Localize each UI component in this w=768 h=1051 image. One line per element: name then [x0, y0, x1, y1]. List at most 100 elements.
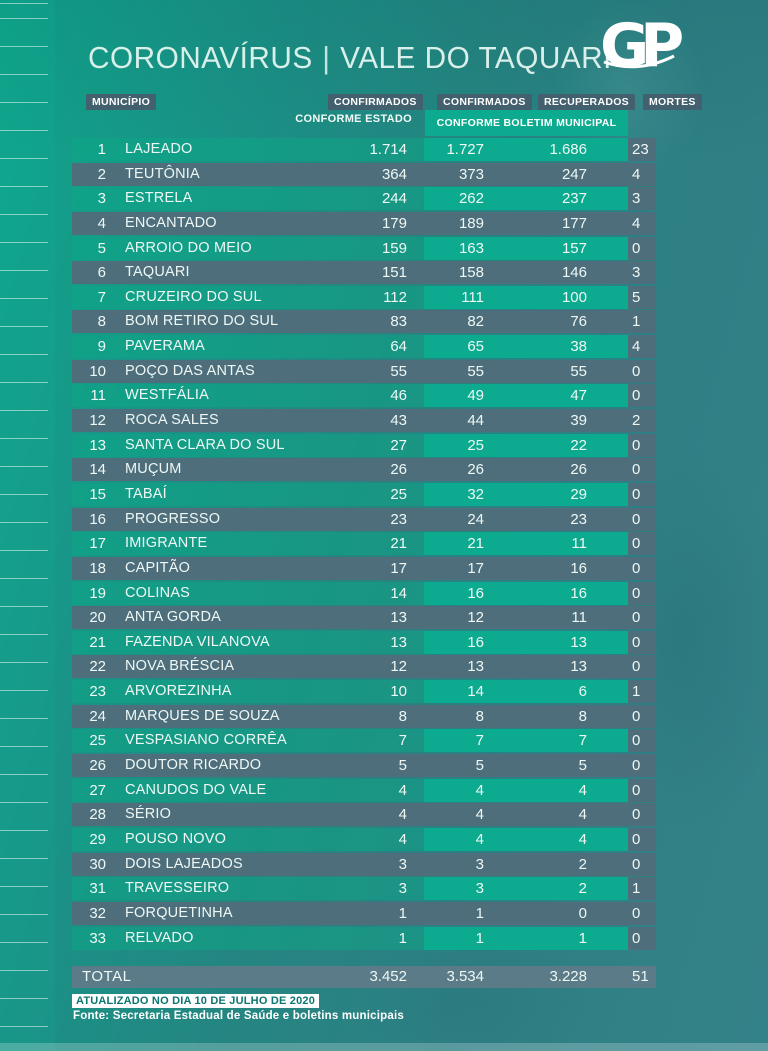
row-band-boletim [424, 655, 628, 679]
table-row: 13 SANTA CLARA DO SUL 27 25 22 0 [72, 433, 656, 457]
row-mortes: 0 [632, 904, 641, 922]
table-row: 15 TABAÍ 25 32 29 0 [72, 482, 656, 506]
table-row: 9 PAVERAMA 64 65 38 4 [72, 335, 656, 359]
row-band-mortes [628, 778, 656, 802]
row-confirmados-boletim: 17 [467, 559, 484, 577]
row-recuperados: 6 [578, 683, 587, 701]
row-confirmados-boletim: 65 [467, 338, 484, 356]
row-municipality-name: IMIGRANTE [125, 535, 208, 552]
row-recuperados: 2 [578, 880, 587, 898]
row-mortes: 3 [632, 264, 641, 282]
row-confirmados-boletim: 26 [467, 461, 484, 479]
row-band-left [72, 852, 424, 876]
row-band-boletim [424, 680, 628, 704]
row-band-left [72, 532, 424, 556]
row-confirmados-estado: 13 [390, 633, 407, 651]
row-mortes: 0 [632, 633, 641, 651]
row-confirmados-boletim: 189 [458, 214, 484, 232]
row-confirmados-estado: 159 [381, 239, 407, 257]
row-recuperados: 8 [578, 707, 587, 725]
row-confirmados-estado: 364 [381, 165, 407, 183]
row-confirmados-boletim: 1 [475, 904, 484, 922]
row-band-boletim [424, 409, 628, 433]
row-confirmados-boletim: 1.727 [446, 141, 484, 158]
table-row: 22 NOVA BRÉSCIA 12 13 13 0 [72, 655, 656, 679]
row-mortes: 0 [632, 387, 641, 405]
table-row: 1 LAJEADO 1.714 1.727 1.686 23 [72, 138, 656, 161]
row-band-left [72, 556, 424, 580]
row-recuperados: 55 [570, 362, 587, 380]
row-municipality-name: ARVOREZINHA [125, 683, 232, 700]
row-band-boletim [424, 778, 628, 802]
column-header-municipio: MUNICÍPIO [86, 94, 157, 110]
row-municipality-name: CANUDOS DO VALE [125, 781, 267, 798]
row-band-boletim [424, 926, 628, 950]
row-band-left [72, 458, 424, 482]
gp-logo: GP [600, 10, 712, 82]
row-confirmados-estado: 83 [390, 313, 407, 331]
row-confirmados-estado: 43 [390, 412, 407, 430]
row-band-mortes [628, 655, 656, 679]
row-band-mortes [628, 187, 656, 211]
title-region: VALE DO TAQUARI [340, 40, 612, 75]
row-confirmados-boletim: 16 [467, 633, 484, 651]
row-confirmados-estado: 7 [398, 732, 407, 750]
row-mortes: 0 [632, 510, 641, 528]
row-confirmados-boletim: 8 [475, 707, 484, 725]
row-confirmados-estado: 25 [390, 485, 407, 503]
row-band-boletim [424, 754, 628, 778]
row-band-mortes [628, 754, 656, 778]
row-confirmados-estado: 64 [390, 338, 407, 356]
total-label: TOTAL [82, 968, 132, 985]
row-recuperados: 157 [561, 239, 587, 257]
row-mortes: 1 [632, 313, 641, 331]
row-confirmados-estado: 10 [390, 683, 407, 701]
row-confirmados-estado: 1.714 [369, 141, 407, 158]
row-band-mortes [628, 581, 656, 605]
table-row: 32 FORQUETINHA 1 1 0 0 [72, 901, 656, 925]
row-band-mortes [628, 261, 656, 285]
row-municipality-name: ROCA SALES [125, 412, 219, 429]
table-row: 30 DOIS LAJEADOS 3 3 2 0 [72, 852, 656, 876]
row-confirmados-estado: 55 [390, 362, 407, 380]
row-municipality-name: MUÇUM [125, 461, 182, 478]
row-recuperados: 237 [561, 190, 587, 208]
row-band-boletim [424, 556, 628, 580]
row-confirmados-boletim: 1 [475, 929, 484, 947]
row-confirmados-estado: 27 [390, 436, 407, 454]
row-mortes: 3 [632, 190, 641, 208]
row-band-boletim [424, 458, 628, 482]
row-band-mortes [628, 409, 656, 433]
row-band-mortes [628, 901, 656, 925]
table-row: 24 MARQUES DE SOUZA 8 8 8 0 [72, 704, 656, 728]
row-rank: 27 [89, 781, 106, 799]
row-band-left [72, 901, 424, 925]
row-municipality-name: LAJEADO [125, 141, 193, 157]
row-band-left [72, 482, 424, 506]
title-coronavirus: CORONAVÍRUS [88, 40, 313, 75]
row-band-boletim [424, 236, 628, 260]
row-mortes: 0 [632, 485, 641, 503]
row-band-left [72, 409, 424, 433]
row-recuperados: 177 [561, 214, 587, 232]
table-row: 21 FAZENDA VILANOVA 13 16 13 0 [72, 630, 656, 654]
row-recuperados: 23 [570, 510, 587, 528]
row-mortes: 2 [632, 412, 641, 430]
row-confirmados-boletim: 82 [467, 313, 484, 331]
row-confirmados-boletim: 4 [475, 806, 484, 824]
row-confirmados-estado: 4 [398, 806, 407, 824]
row-recuperados: 4 [578, 781, 587, 799]
table-row: 29 POUSO NOVO 4 4 4 0 [72, 827, 656, 851]
table-row: 8 BOM RETIRO DO SUL 83 82 76 1 [72, 310, 656, 334]
row-confirmados-boletim: 163 [458, 239, 484, 257]
row-mortes: 4 [632, 214, 641, 232]
row-mortes: 0 [632, 584, 641, 602]
column-header-recuperados: RECUPERADOS [538, 94, 635, 110]
row-municipality-name: DOUTOR RICARDO [125, 757, 262, 774]
row-municipality-name: CRUZEIRO DO SUL [125, 288, 262, 305]
row-rank: 6 [97, 264, 106, 282]
row-band-boletim [424, 901, 628, 925]
row-band-left [72, 384, 424, 408]
row-confirmados-estado: 12 [390, 658, 407, 676]
row-municipality-name: RELVADO [125, 929, 194, 946]
